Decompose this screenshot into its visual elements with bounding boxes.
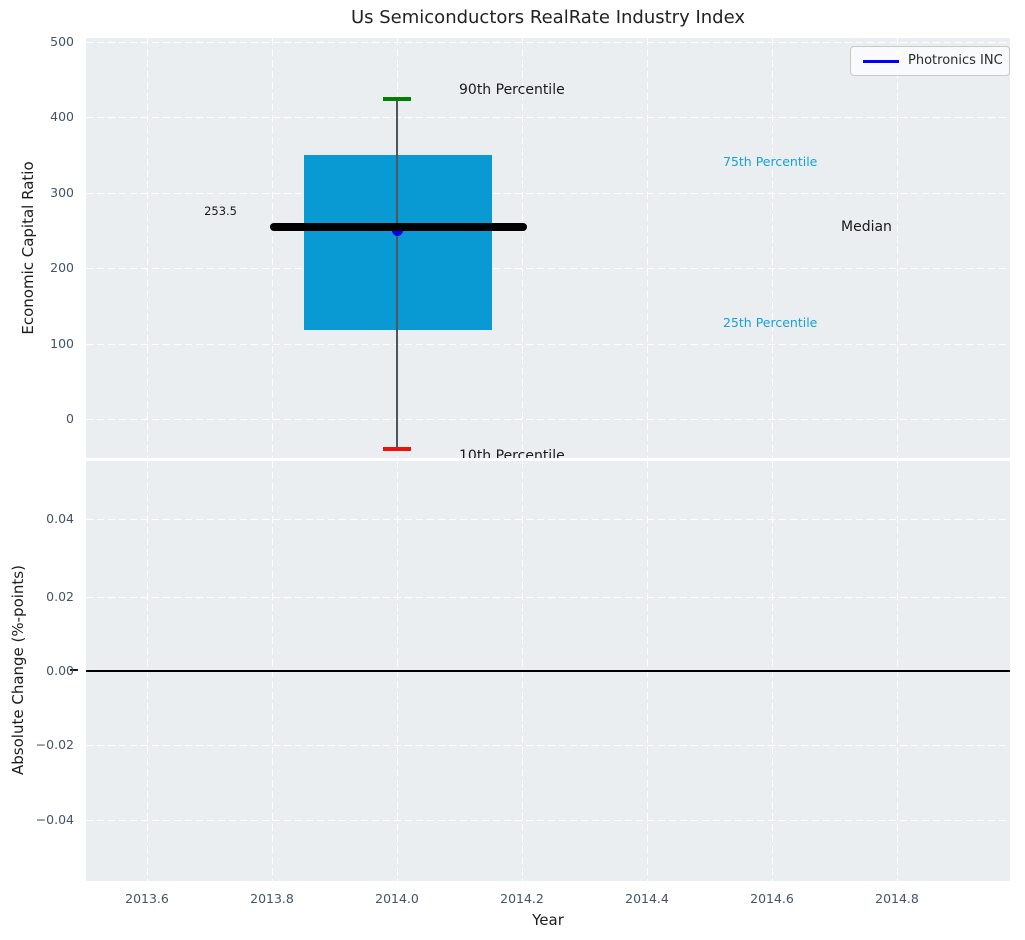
x-tick: 2014.2 [500, 891, 544, 906]
y-axis-label-top: Economic Capital Ratio [19, 161, 37, 335]
x-tick: 2014.8 [875, 891, 919, 906]
x-tick: 2013.8 [250, 891, 294, 906]
y-tick-mark-zero [70, 669, 78, 671]
gridline-h [86, 820, 1010, 821]
gridline-v [272, 38, 273, 458]
y-tick: −0.04 [35, 812, 74, 827]
cap-10th-percentile [383, 447, 411, 451]
gridline-v [647, 38, 648, 458]
gridline-h [86, 117, 1010, 118]
y-tick: 100 [50, 336, 74, 351]
x-tick: 2014.4 [625, 891, 669, 906]
legend-label: Photronics INC [908, 53, 1003, 68]
y-tick: 0.04 [46, 511, 74, 526]
x-axis-label: Year [532, 911, 564, 929]
top-axes: 90th Percentile 75th Percentile Median 2… [86, 38, 1010, 458]
y-tick: 200 [50, 260, 74, 275]
annotation-75th-percentile: 75th Percentile [723, 154, 818, 169]
gridline-v [522, 38, 523, 458]
legend: Photronics INC [850, 46, 1010, 76]
y-tick: 500 [50, 34, 74, 49]
gridline-h [86, 344, 1010, 345]
whisker-line [396, 98, 398, 450]
y-tick: −0.02 [35, 737, 74, 752]
box-iqr [304, 155, 492, 330]
gridline-h [86, 193, 1010, 194]
legend-line-icon [863, 60, 899, 63]
y-tick: 300 [50, 185, 74, 200]
zero-line [86, 670, 1010, 672]
cap-90th-percentile [383, 97, 411, 101]
y-tick: 0.02 [46, 589, 74, 604]
median-line [270, 223, 527, 231]
gridline-h [86, 597, 1010, 598]
gridline-h [86, 519, 1010, 520]
y-tick: 0 [66, 411, 74, 426]
y-axis-label-bottom: Absolute Change (%-points) [9, 565, 27, 775]
x-tick: 2014.6 [750, 891, 794, 906]
gridline-v [897, 38, 898, 458]
gridline-v [772, 38, 773, 458]
annotation-10th-percentile: 10th Percentile [459, 448, 565, 458]
gridline-v [147, 38, 148, 458]
x-tick: 2014.0 [375, 891, 419, 906]
gridline-h [86, 42, 1010, 43]
annotation-90th-percentile: 90th Percentile [459, 82, 565, 98]
annotation-median: Median [841, 219, 892, 235]
x-tick: 2013.6 [125, 891, 169, 906]
gridline-h [86, 419, 1010, 420]
annotation-25th-percentile: 25th Percentile [723, 315, 818, 330]
y-tick: 0.00 [46, 663, 74, 678]
gridline-h [86, 745, 1010, 746]
y-tick: 400 [50, 109, 74, 124]
bottom-axes [86, 461, 1010, 881]
chart-title: Us Semiconductors RealRate Industry Inde… [350, 7, 746, 28]
annotation-median-value: 253.5 [204, 204, 237, 218]
gridline-h [86, 268, 1010, 269]
